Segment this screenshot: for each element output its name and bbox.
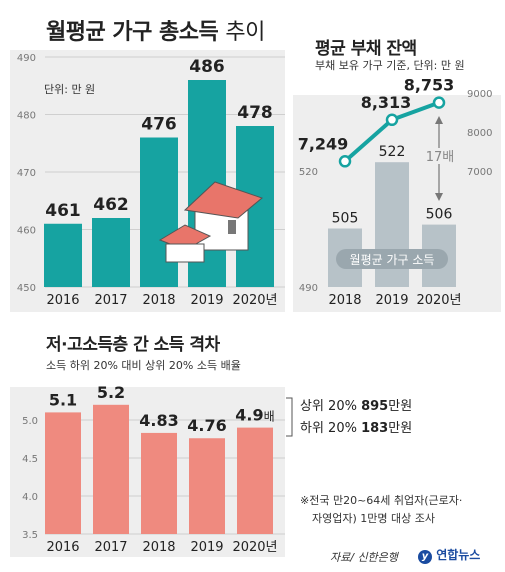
chart1-value-label: 461 — [45, 201, 81, 221]
callout-top: 상위 20% 895만원 — [300, 399, 413, 414]
chart1-value-label: 462 — [93, 195, 129, 215]
chart3-ytick: 5.0 — [22, 416, 38, 427]
logo-text: 연합뉴스 — [436, 548, 481, 562]
chart3-ytick: 4.5 — [22, 454, 38, 465]
chart2-line-label: 8,313 — [361, 93, 412, 112]
chart1-value-label: 478 — [237, 103, 273, 123]
chart1-ytick: 460 — [17, 226, 36, 237]
chart2-line-point — [432, 96, 446, 109]
chart1-xtick: 2020년 — [232, 293, 277, 308]
chart3-value-label: 4.9배 — [235, 406, 274, 425]
chart2-xtick: 2020년 — [416, 293, 461, 308]
chart2-left-ytick: 520 — [299, 167, 318, 178]
chart3-callout-bracket — [286, 397, 293, 437]
chart2-bar-label: 522 — [379, 144, 406, 160]
chart3-xtick: 2020년 — [232, 540, 277, 555]
chart3-subtitle: 소득 하위 20% 대비 상위 20% 소득 배율 — [46, 359, 241, 372]
house-small-wall — [165, 243, 205, 263]
chart2-xtick: 2018 — [328, 293, 361, 308]
chart3-bar — [93, 404, 129, 534]
gap-callout: 상위 20% 895만원 하위 20% 183만원 — [300, 396, 412, 440]
chart1-ytick: 490 — [17, 53, 36, 64]
chart1-xtick: 2016 — [46, 293, 79, 308]
callout-bottom: 하위 20% 183만원 — [300, 421, 413, 436]
chart2-right-ytick: 8000 — [467, 128, 492, 139]
footnote-line-1: ※전국 만20~64세 취업자(근로자· — [300, 494, 463, 507]
footnote-line-2: 자영업자) 1만명 대상 조사 — [312, 512, 435, 525]
chart1-value-label: 476 — [141, 115, 177, 135]
chart3-value-label: 4.76 — [187, 416, 226, 435]
chart1-bar — [92, 218, 130, 287]
chart3-bar — [189, 438, 225, 534]
chart3-title: 저·고소득층 간 소득 격차 — [46, 335, 220, 355]
source: 자료/ 신한은행 — [330, 551, 398, 564]
chart2-arrow-down — [435, 193, 443, 201]
footnote: ※전국 만20~64세 취업자(근로자· 자영업자) 1만명 대상 조사 — [300, 492, 462, 528]
chart1-bar — [140, 137, 178, 287]
chart1-xtick: 2019 — [190, 293, 223, 308]
yonhap-logo: y 연합뉴스 — [418, 546, 480, 564]
chart2-arrow-up — [435, 116, 443, 124]
chart2-left-ytick: 490 — [299, 283, 318, 294]
chart2-annotation-bg — [425, 148, 455, 164]
chart3-value-label: 5.1 — [49, 390, 77, 409]
chart1-ytick: 450 — [17, 283, 36, 294]
chart3-xtick: 2017 — [94, 540, 127, 555]
house-roof — [183, 181, 264, 219]
chart3-value-label: 4.83 — [139, 411, 178, 430]
chart3-bar — [237, 427, 273, 534]
chart2-subtitle: 부채 보유 가구 기준, 단위: 만 원 — [315, 59, 465, 72]
chart3-xtick: 2016 — [46, 540, 79, 555]
chart3-bar — [141, 432, 177, 534]
chart1-title: 월평균 가구 총소득 추이 — [46, 20, 265, 45]
chart1-unit: 단위: 만 원 — [44, 83, 96, 96]
chart1-value-label: 486 — [189, 57, 225, 77]
chart3-ytick: 3.5 — [22, 530, 38, 541]
chart1-ytick: 470 — [17, 168, 36, 179]
chart1-ytick: 480 — [17, 111, 36, 122]
chart2-line-label: 8,753 — [404, 76, 455, 95]
house-icon — [158, 181, 264, 263]
chart1-xtick: 2018 — [142, 293, 175, 308]
chart2-line-label: 7,249 — [298, 134, 349, 153]
chart3-xtick: 2019 — [190, 540, 223, 555]
chart2-right-ytick: 7000 — [467, 167, 492, 178]
chart2-legend-badge — [336, 249, 448, 269]
logo-icon: y — [418, 550, 432, 564]
chart2-bar-label: 505 — [332, 211, 359, 227]
chart3-ytick: 4.0 — [22, 492, 38, 503]
chart3-bar — [45, 412, 81, 534]
chart3-xtick: 2018 — [142, 540, 175, 555]
chart2-title: 평균 부채 잔액 — [315, 39, 417, 59]
chart2-line-point — [385, 113, 399, 127]
chart2-legend-label: 월평균 가구 소득 — [350, 253, 435, 267]
chart2-bar-label: 506 — [426, 207, 453, 223]
house-window — [228, 220, 236, 234]
chart2-annotation: 17배 — [426, 150, 455, 165]
chart1-bar — [44, 223, 82, 287]
chart2-xtick: 2019 — [375, 293, 408, 308]
chart1-xtick: 2017 — [94, 293, 127, 308]
chart3-value-label: 5.2 — [97, 383, 125, 402]
chart2-right-ytick: 9000 — [467, 89, 492, 100]
chart2-line-point — [338, 155, 352, 168]
